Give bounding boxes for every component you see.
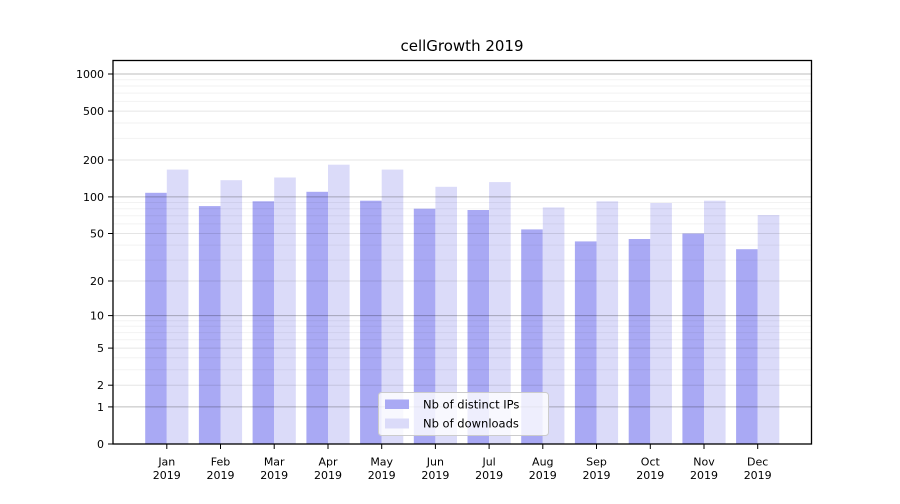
xtick-label-year-dec: 2019	[744, 469, 772, 482]
xtick-label-month-apr: Apr	[318, 456, 338, 469]
bar-downloads-aug	[542, 207, 565, 444]
bar-downloads-jun	[435, 186, 457, 444]
ytick-label-1000: 1000	[76, 68, 104, 81]
xtick-label-month-mar: Mar	[264, 456, 285, 469]
xtick-label-year-jul: 2019	[475, 469, 503, 482]
bar-distinct-ips-dec	[736, 249, 758, 444]
ytick-label-200: 200	[83, 154, 104, 167]
bar-distinct-ips-oct	[628, 239, 651, 444]
bar-downloads-mar	[274, 177, 296, 444]
xtick-label-month-jan: Jan	[157, 456, 175, 469]
bar-downloads-may	[381, 169, 404, 444]
bar-downloads-dec	[757, 215, 780, 444]
ytick-label-500: 500	[83, 105, 104, 118]
legend-label-downloads: Nb of downloads	[423, 417, 519, 431]
xtick-label-month-nov: Nov	[693, 456, 715, 469]
xtick-label-year-jun: 2019	[421, 469, 449, 482]
bar-downloads-nov	[704, 200, 726, 444]
bar-distinct-ips-jan	[145, 192, 167, 444]
xtick-label-month-aug: Aug	[532, 456, 553, 469]
bar-downloads-apr	[328, 164, 350, 444]
bar-distinct-ips-jun	[413, 208, 436, 444]
xtick-label-year-apr: 2019	[314, 469, 342, 482]
xtick-label-year-nov: 2019	[690, 469, 718, 482]
bars-layer	[145, 164, 780, 444]
xtick-label-month-feb: Feb	[211, 456, 230, 469]
x-axis: Jan2019Feb2019Mar2019Apr2019May2019Jun20…	[153, 444, 772, 482]
xtick-label-month-oct: Oct	[641, 456, 661, 469]
bar-distinct-ips-nov	[682, 233, 704, 444]
ytick-label-100: 100	[83, 191, 104, 204]
plot-frame	[112, 59, 813, 445]
legend-item-distinct-ips: Nb of distinct IPs	[385, 398, 519, 412]
bar-downloads-jul	[489, 182, 511, 444]
bar-distinct-ips-apr	[306, 191, 328, 444]
bar-distinct-ips-sep	[574, 241, 597, 444]
ytick-label-0: 0	[97, 438, 104, 451]
legend-item-downloads: Nb of downloads	[385, 417, 519, 431]
ytick-label-10: 10	[90, 310, 104, 323]
xtick-label-year-feb: 2019	[207, 469, 235, 482]
bar-downloads-oct	[650, 203, 672, 444]
grid-layer	[113, 73, 812, 408]
xtick-label-month-dec: Dec	[747, 456, 768, 469]
legend-swatch-distinct-ips	[385, 399, 409, 409]
ytick-label-2: 2	[97, 379, 104, 392]
xtick-label-year-mar: 2019	[260, 469, 288, 482]
bar-distinct-ips-aug	[521, 229, 543, 444]
legend-box	[378, 392, 549, 436]
ytick-label-20: 20	[90, 275, 104, 288]
ytick-label-1: 1	[97, 401, 104, 414]
xtick-label-month-may: May	[370, 456, 393, 469]
legend-label-distinct-ips: Nb of distinct IPs	[423, 398, 519, 412]
xtick-label-year-may: 2019	[368, 469, 396, 482]
xtick-label-year-sep: 2019	[583, 469, 611, 482]
xtick-label-year-oct: 2019	[636, 469, 664, 482]
bar-distinct-ips-feb	[198, 206, 221, 444]
ytick-label-5: 5	[97, 342, 104, 355]
ytick-label-50: 50	[90, 227, 104, 240]
xtick-label-month-sep: Sep	[586, 456, 607, 469]
legend: Nb of distinct IPs Nb of downloads	[378, 392, 549, 436]
bar-downloads-jan	[166, 169, 189, 444]
xtick-label-year-jan: 2019	[153, 469, 181, 482]
bar-distinct-ips-jul	[467, 210, 490, 444]
xtick-label-month-jun: Jun	[426, 456, 444, 469]
bar-distinct-ips-mar	[252, 201, 275, 444]
bar-downloads-feb	[220, 180, 243, 444]
chart-title: cellGrowth 2019	[400, 37, 523, 55]
xtick-label-month-jul: Jul	[481, 456, 495, 469]
legend-swatch-downloads	[385, 418, 409, 429]
xtick-label-year-aug: 2019	[529, 469, 557, 482]
bar-distinct-ips-may	[360, 200, 382, 444]
bar-downloads-sep	[596, 201, 619, 444]
